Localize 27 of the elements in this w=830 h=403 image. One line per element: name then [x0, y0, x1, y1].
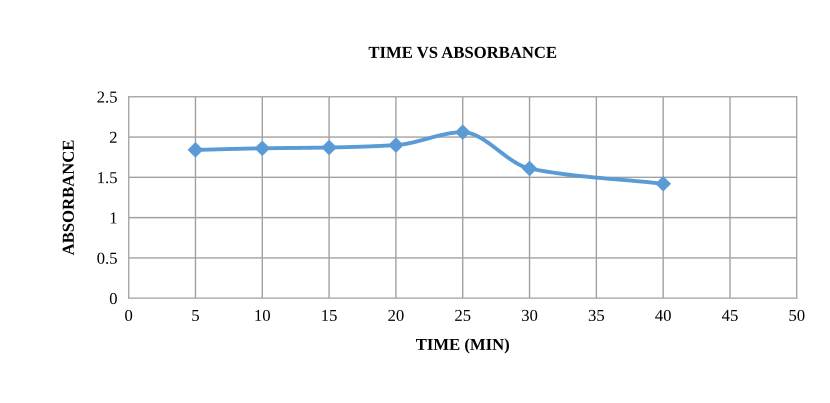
point — [254, 140, 270, 156]
chart-title: TIME VS ABSORBANCE — [368, 46, 556, 58]
y-tick-label: 1.5 — [98, 172, 117, 184]
x-tick-label: 40 — [655, 310, 671, 322]
x-tick-label: 50 — [789, 310, 804, 322]
y-tick-label: 2 — [110, 132, 117, 143]
x-tick-label: 5 — [192, 310, 199, 322]
x-tick-label: 15 — [322, 310, 337, 322]
y-tick-label: 1 — [110, 212, 117, 224]
point — [188, 142, 204, 158]
point — [388, 138, 404, 153]
y-axis-title: ABSORBANCE — [62, 140, 74, 256]
point — [656, 176, 671, 192]
x-tick-label: 45 — [722, 310, 738, 322]
x-tick-label: 0 — [125, 310, 132, 322]
y-tick-label: 0.5 — [97, 252, 117, 264]
point — [322, 140, 337, 156]
x-tick-label: 35 — [588, 310, 604, 322]
point — [455, 124, 470, 140]
y-tick-label: 0 — [110, 292, 117, 304]
x-tick-label: 30 — [522, 310, 538, 322]
x-tick-label: 10 — [255, 310, 270, 322]
y-tick-label: 2.5 — [97, 91, 117, 103]
x-axis-title: TIME (MIN) — [416, 338, 509, 354]
x-tick-label: 20 — [388, 310, 404, 322]
x-tick-label: 25 — [455, 310, 470, 322]
point — [522, 160, 538, 176]
